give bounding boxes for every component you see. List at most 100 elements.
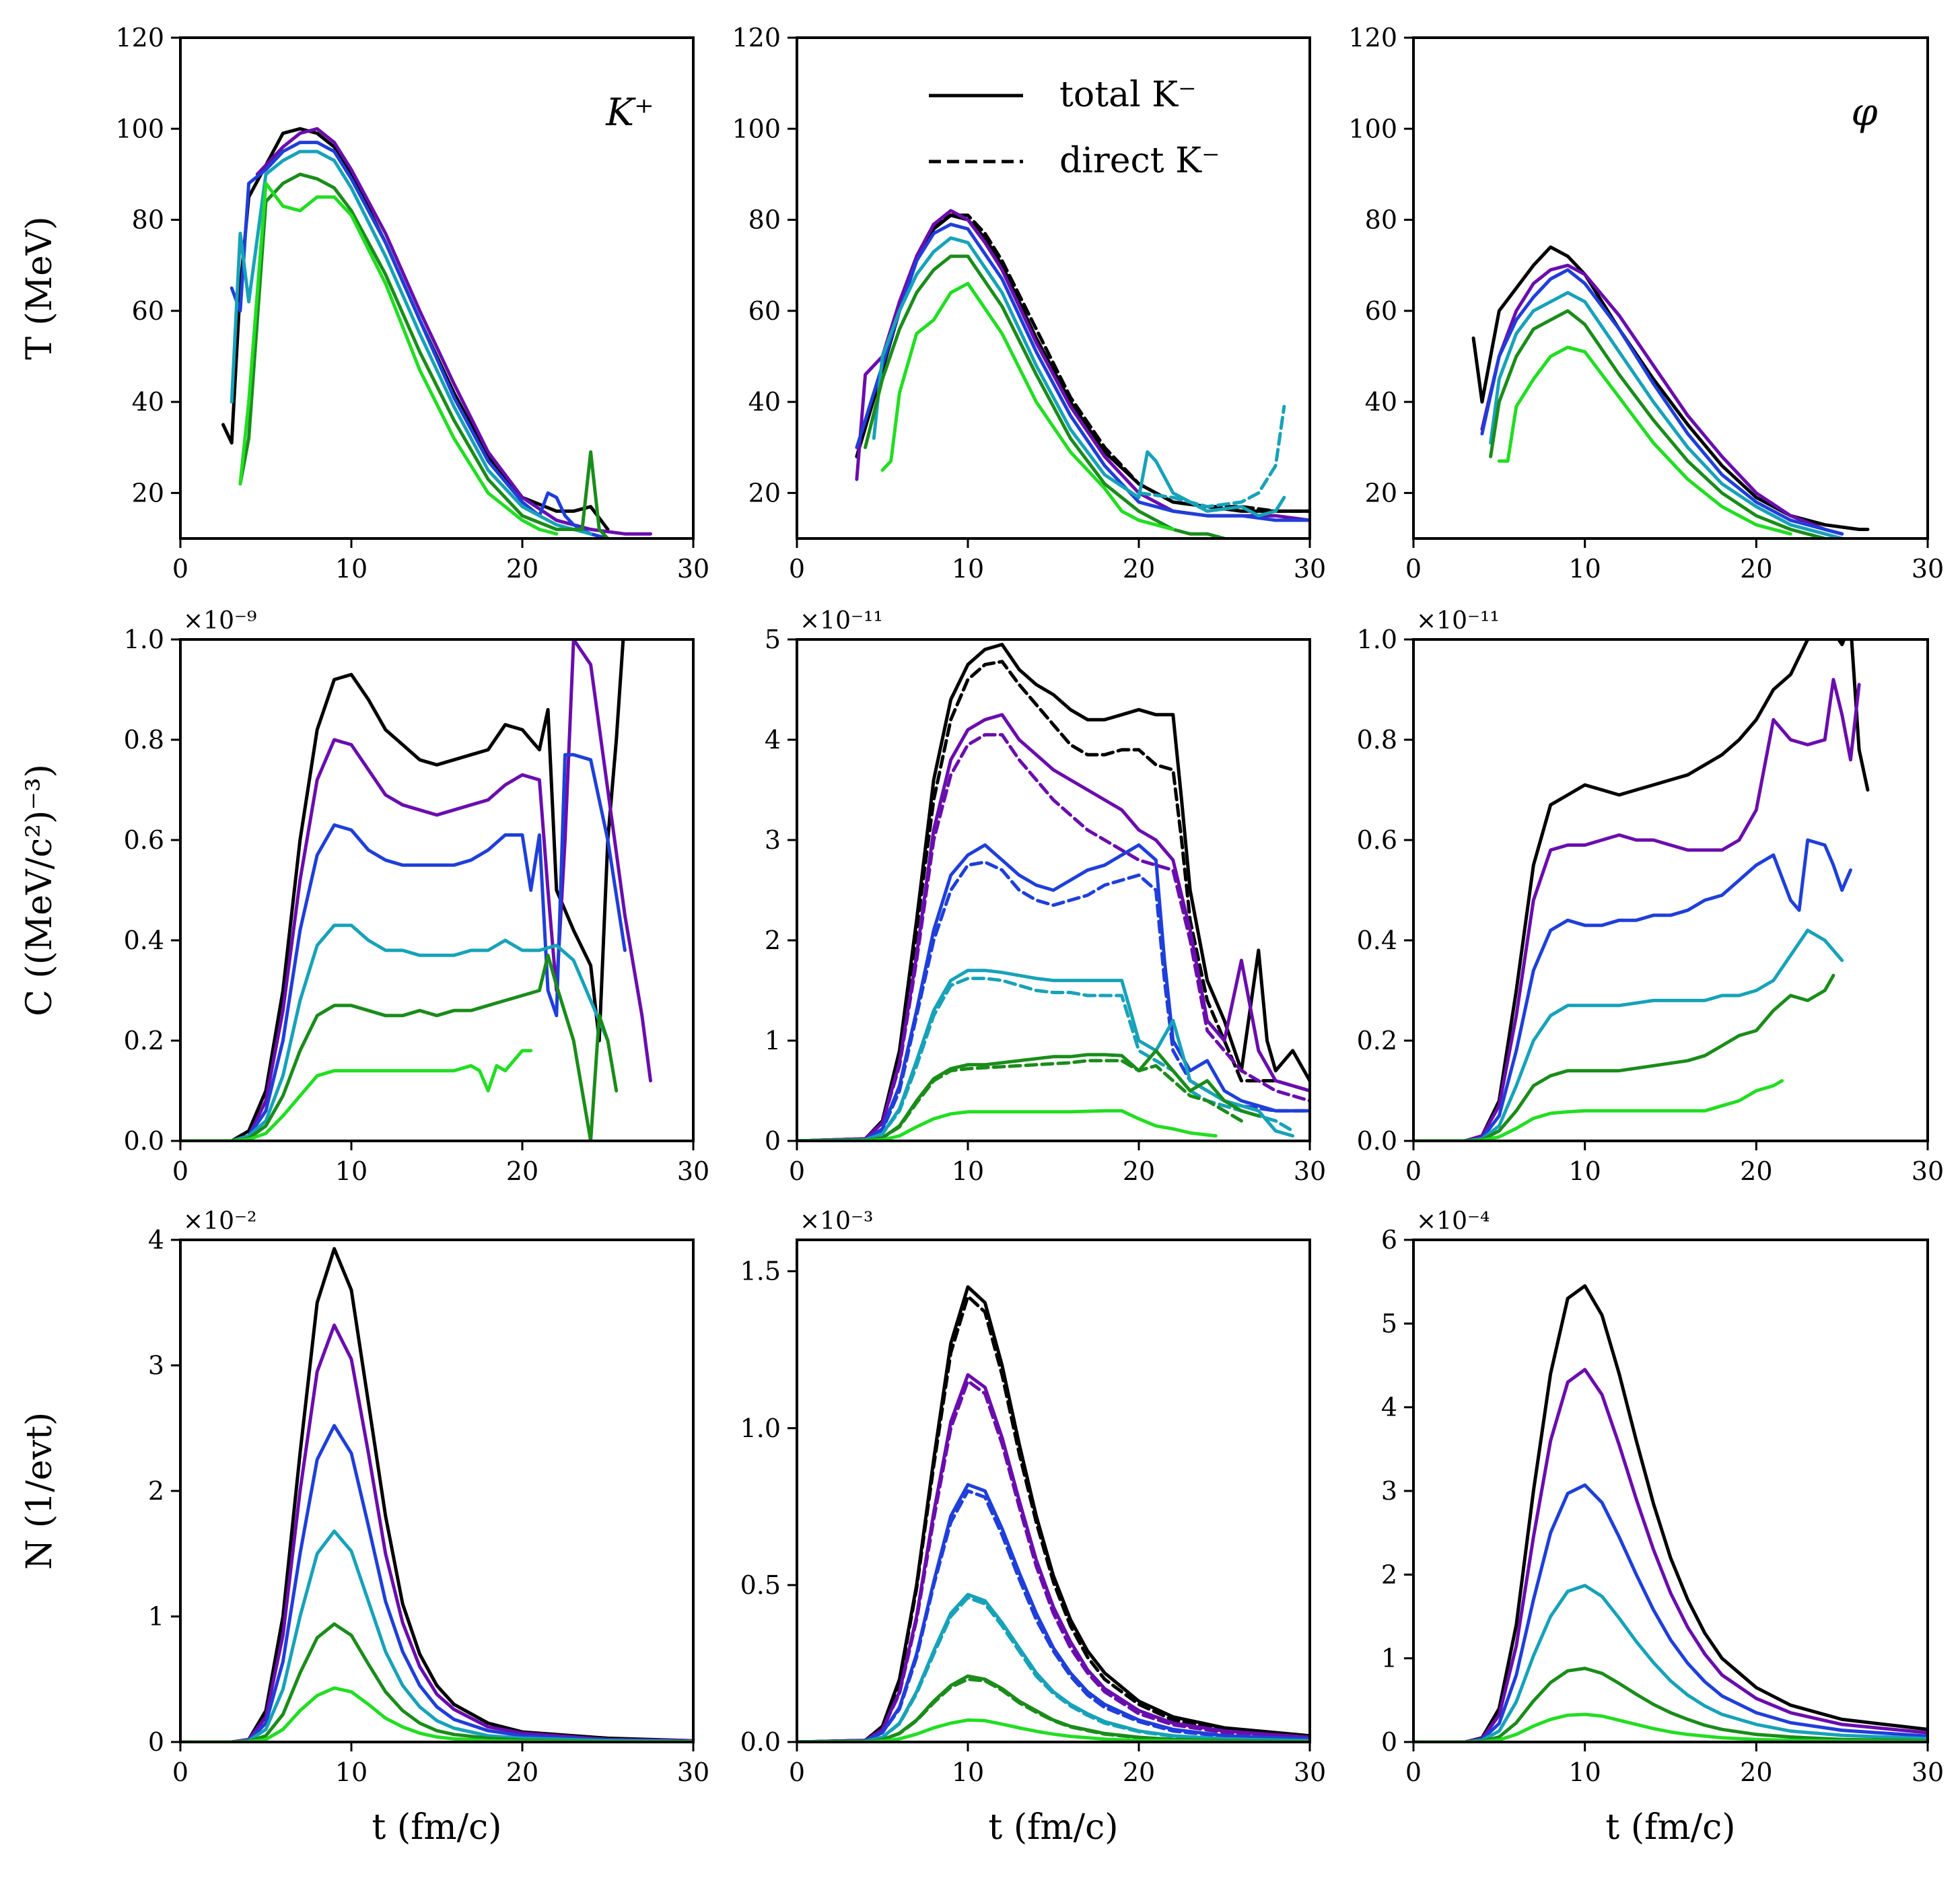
axis-exponent-label: ×10⁻⁴ [1416,1208,1490,1235]
legend: total K⁻ direct K⁻ [929,75,1220,181]
y-tick-label: 1 [765,1026,781,1055]
x-tick-label: 0 [172,554,188,584]
y-tick-label: 1 [1381,1644,1397,1673]
series-line-green [1489,309,1827,538]
series-line-blue [1480,268,1844,536]
y-tick-label: 0.8 [124,725,164,755]
panel-r2-c2: 0 10 20 30 0 1 2 3 4 5 6 ×10⁻⁴ t (fm/c) [1381,1208,1944,1848]
series-line-green-dashed [797,1059,1243,1141]
y-tick-label: 0.2 [1357,1026,1397,1055]
series-line-black [797,1285,1310,1742]
y-tick-label: 20 [132,478,164,508]
x-axis-label: t (fm/c) [988,1807,1118,1848]
series-line-purple [1480,263,1844,536]
y-tick-label: 0 [1381,1727,1397,1757]
panel-r2-c0: 0 10 20 30 0 1 2 3 4 ×10⁻² N (1/evt) t (fm/c) [20,1208,709,1848]
series-line-purple [1413,678,1861,1141]
y-tick-label: 0.0 [1357,1126,1397,1156]
x-tick-label: 30 [677,1757,709,1787]
y-tick-label: 120 [1348,23,1397,53]
series-line-cyan-dashed [1137,405,1286,509]
x-tick-label: 0 [1405,554,1422,584]
y-tick-label: 5 [765,625,781,654]
series-line-lime [1413,1079,1784,1141]
x-tick-label: 10 [1568,1156,1601,1186]
series-line-black-dashed [797,660,1310,1141]
y-axis-label: T (MeV) [20,216,60,359]
y-tick-label: 40 [132,387,164,417]
panel-r1-c1: 0 10 20 30 0 1 2 3 4 5 ×10⁻¹¹ [765,607,1326,1186]
axis-exponent-label: ×10⁻² [183,1208,256,1235]
y-tick-label: 1 [148,1602,164,1632]
series-group [180,1247,693,1742]
axes-frame [179,638,695,1142]
y-tick-label: 2 [765,926,781,955]
axis-exponent-label: ×10⁻³ [800,1208,873,1235]
x-tick-label: 20 [1123,554,1155,584]
y-tick-label: 0.5 [740,1570,781,1600]
series-line-cyan [180,1529,693,1742]
series-line-lime [880,281,1175,531]
series-group [1413,639,1870,1141]
x-tick-label: 0 [789,1757,805,1787]
series-line-lime [180,1686,693,1742]
y-tick-label: 80 [132,205,164,235]
panel-r0-c1: 0 10 20 30 20 40 60 80 100 120 [732,23,1326,584]
axes-frame [179,1239,695,1743]
axis-exponent-label: ×10⁻¹¹ [1416,607,1500,635]
panel-r2-c1: 0 10 20 30 0.0 0.5 1.0 1.5 ×10⁻³ t (fm/c) [740,1208,1327,1848]
y-tick-label: 0 [765,1126,781,1156]
y-axis-label: C ((MeV/c²)⁻³) [20,764,60,1016]
y-tick-label: 5 [1381,1309,1397,1338]
series-line-cyan [180,923,610,1141]
series-line-blue [1413,1483,1928,1742]
x-tick-label: 20 [506,1757,538,1787]
series-line-cyan [797,969,1295,1141]
series-line-black [797,643,1310,1141]
x-tick-label: 30 [1912,1757,1944,1787]
x-axis-label: t (fm/c) [372,1807,501,1848]
y-tick-label: 120 [115,23,164,53]
y-tick-label: 6 [1381,1225,1397,1255]
y-tick-label: 0.8 [1357,725,1397,755]
x-tick-label: 20 [1740,554,1772,584]
series-line-green [864,254,1226,538]
x-tick-label: 10 [335,1156,368,1186]
x-tick-label: 0 [1405,1156,1422,1186]
axes-frame [796,1239,1311,1743]
x-tick-label: 20 [1740,1757,1772,1787]
y-tick-label: 60 [132,296,164,326]
legend-dashed-label: direct K⁻ [1059,141,1220,181]
series-line-purple [180,1323,693,1742]
x-tick-label: 10 [335,554,368,584]
x-tick-label: 0 [789,1156,805,1186]
y-tick-label: 40 [1365,387,1397,417]
series-line-blue [180,753,627,1141]
series-group [221,127,652,538]
x-tick-label: 0 [172,1757,188,1787]
y-tick-label: 0.4 [124,926,164,955]
y-tick-label: 4 [148,1225,164,1255]
x-tick-label: 10 [952,1757,984,1787]
y-tick-label: 0.0 [124,1126,164,1156]
series-line-purple [797,1373,1310,1742]
series-line-blue [855,222,1310,522]
series-line-green-dashed [797,1677,1310,1742]
axes-frame [179,36,695,540]
series-line-black [1413,639,1870,1141]
series-line-cyan [230,149,593,536]
x-tick-label: 30 [677,554,709,584]
series-line-lime [1413,1712,1928,1742]
series-line-black [180,1247,693,1742]
y-tick-label: 3 [765,825,781,855]
series-line-blue [797,843,1310,1141]
series-line-purple [1413,1368,1928,1742]
x-tick-label: 10 [1568,554,1601,584]
y-tick-label: 0.4 [1357,926,1397,955]
series-line-blue [1413,838,1852,1141]
x-tick-label: 30 [1294,1156,1326,1186]
y-tick-label: 3 [1381,1476,1397,1506]
series-line-lime [797,1718,1310,1742]
x-tick-label: 30 [677,1156,709,1186]
series-group [797,1285,1310,1742]
